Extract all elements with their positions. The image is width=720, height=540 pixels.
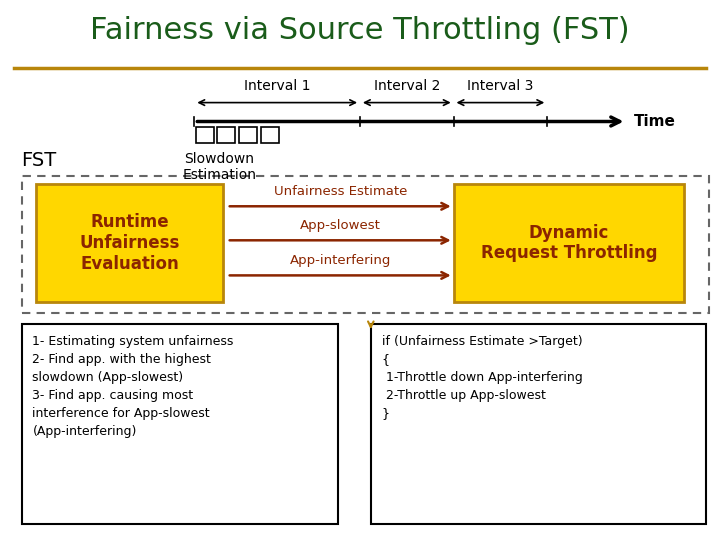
Bar [371, 324, 706, 524]
Bar [22, 324, 338, 524]
Text: Time: Time [634, 114, 675, 129]
Bar [217, 127, 235, 143]
Text: Unfairness Estimate: Unfairness Estimate [274, 185, 407, 198]
Text: FST: FST [22, 151, 57, 170]
Text: Interval 2: Interval 2 [374, 79, 440, 93]
Text: Fairness via Source Throttling (FST): Fairness via Source Throttling (FST) [90, 16, 630, 45]
Bar [454, 184, 684, 302]
Text: Interval 1: Interval 1 [244, 79, 310, 93]
Text: Runtime
Unfairness
Evaluation: Runtime Unfairness Evaluation [79, 213, 180, 273]
Bar [196, 127, 214, 143]
Text: 1- Estimating system unfairness
2- Find app. with the highest
slowdown (App-slow: 1- Estimating system unfairness 2- Find … [32, 335, 234, 438]
Text: Interval 3: Interval 3 [467, 79, 534, 93]
Bar [261, 127, 279, 143]
Text: App-slowest: App-slowest [300, 219, 381, 232]
Bar [22, 176, 709, 313]
Text: Dynamic
Request Throttling: Dynamic Request Throttling [480, 224, 657, 262]
Text: if (Unfairness Estimate >Target)
{
 1-Throttle down App-interfering
 2-Throttle : if (Unfairness Estimate >Target) { 1-Thr… [382, 335, 582, 420]
Text: Slowdown
Estimation: Slowdown Estimation [183, 152, 256, 183]
Bar [239, 127, 257, 143]
Bar [36, 184, 223, 302]
Text: App-interfering: App-interfering [289, 254, 391, 267]
